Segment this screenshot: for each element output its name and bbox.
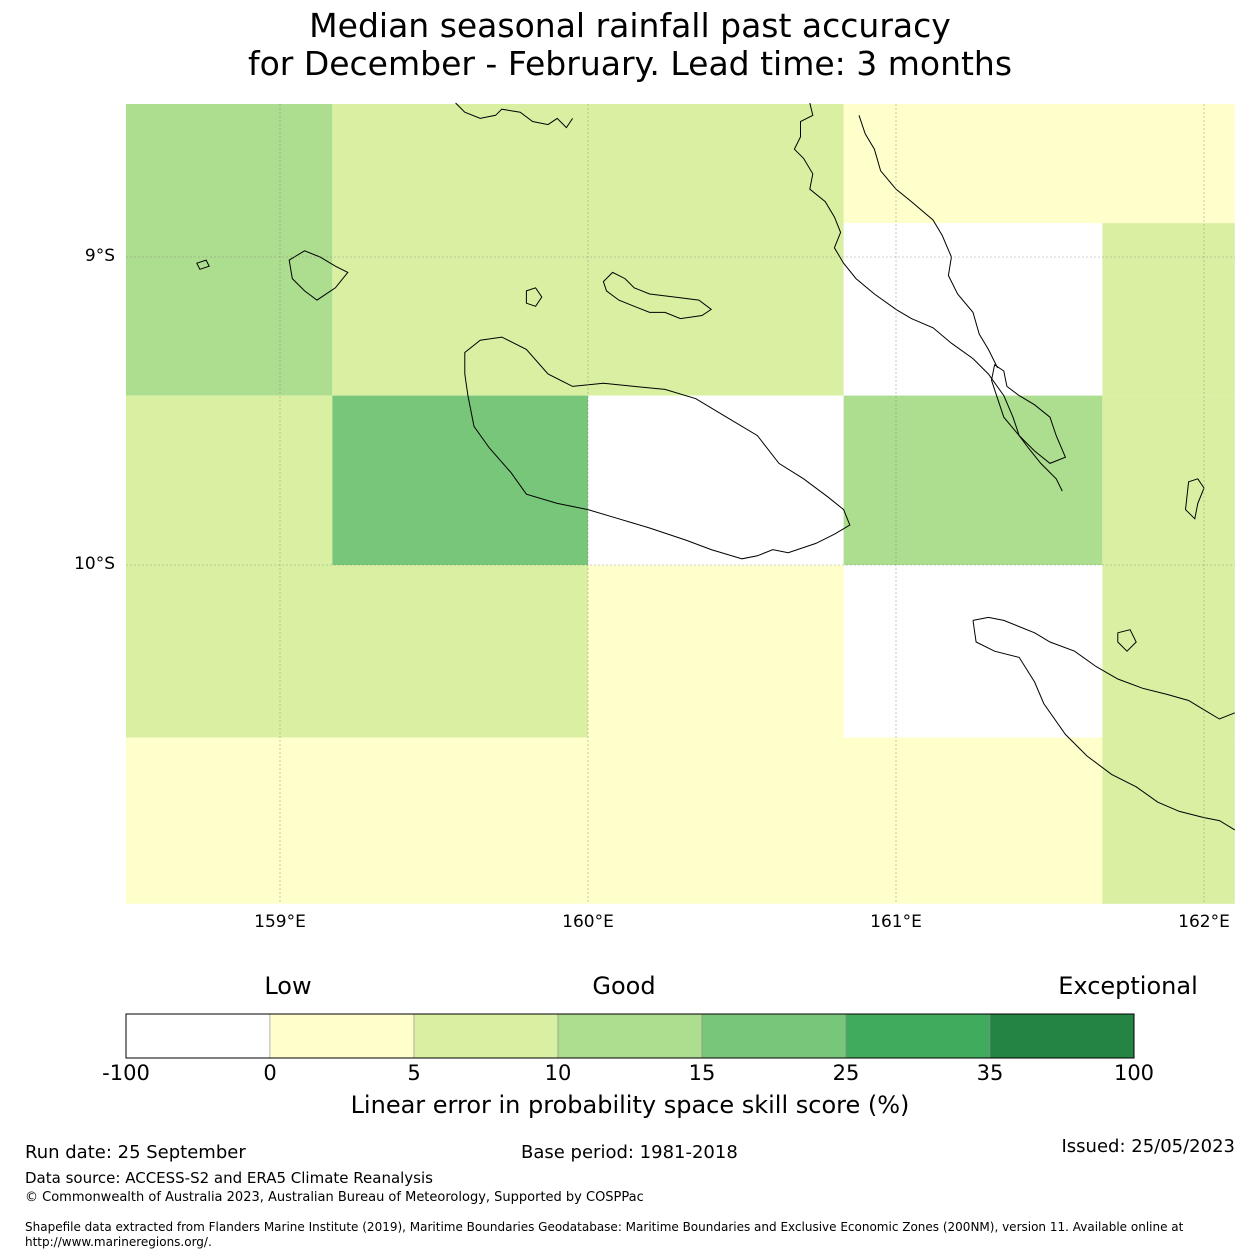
colorbar-category-good: Good bbox=[592, 972, 656, 1000]
coastline-malaita-south-isle bbox=[1184, 478, 1205, 520]
issued-date: Issued: 25/05/2023 bbox=[1061, 1136, 1235, 1157]
coastline-isabel-main bbox=[793, 102, 1063, 492]
colorbar-frame bbox=[125, 1013, 1135, 1059]
coastline-ugi-island bbox=[1117, 629, 1137, 652]
colorbar-bin-3 bbox=[557, 1013, 703, 1059]
lon-tick-label: 159°E bbox=[254, 912, 306, 932]
colorbar-tick-label: -100 bbox=[102, 1061, 150, 1085]
colorbar-bin-2 bbox=[413, 1013, 559, 1059]
coastline-russell-islands bbox=[288, 250, 349, 301]
colorbar-bin-4 bbox=[701, 1013, 847, 1059]
colorbar-tick-label: 15 bbox=[688, 1061, 716, 1085]
grid-cell-9 bbox=[1102, 395, 1235, 565]
colorbar-category-low: Low bbox=[264, 972, 312, 1000]
graticule bbox=[126, 104, 1235, 904]
colorbar-tick-label: 10 bbox=[544, 1061, 572, 1085]
grid-cell-12 bbox=[843, 565, 1103, 738]
chart-title-line2: for December - February. Lead time: 3 mo… bbox=[247, 44, 1013, 83]
colorbar-caption: Linear error in probability space skill … bbox=[350, 1091, 910, 1119]
grid-cell-7 bbox=[588, 395, 844, 565]
colorbar-tick-label: 35 bbox=[976, 1061, 1004, 1085]
colorbar-tick-label: 100 bbox=[1113, 1061, 1155, 1085]
lon-tick-label: 162°E bbox=[1178, 912, 1230, 932]
grid-cell-2 bbox=[843, 104, 1235, 224]
colorbar-bin-0 bbox=[125, 1013, 271, 1059]
lat-tick-label: 10°S bbox=[74, 554, 115, 574]
grid-cell-3 bbox=[843, 223, 1103, 396]
coastline-makira-south bbox=[972, 620, 1236, 831]
grid-cell-11 bbox=[588, 565, 844, 738]
grid-cell-6 bbox=[332, 395, 588, 565]
data-source: Data source: ACCESS-S2 and ERA5 Climate … bbox=[25, 1169, 433, 1187]
grid-cell-14 bbox=[126, 737, 1103, 904]
lon-tick-label: 161°E bbox=[870, 912, 922, 932]
coastline-small-islet-west bbox=[196, 259, 210, 270]
copyright: © Commonwealth of Australia 2023, Austra… bbox=[25, 1190, 644, 1205]
lon-tick-label: 160°E bbox=[562, 912, 614, 932]
coastline-nggela-island bbox=[602, 271, 713, 320]
grid-cell-15 bbox=[1102, 737, 1235, 904]
shapefile-credit: Shapefile data extracted from Flanders M… bbox=[25, 1220, 1184, 1249]
coastline-isabel-coast bbox=[455, 102, 574, 129]
colorbar bbox=[125, 1013, 1135, 1059]
grid-cell-8 bbox=[843, 395, 1103, 565]
coastline-makira-island bbox=[972, 616, 1235, 720]
run-date: Run date: 25 September bbox=[25, 1142, 246, 1163]
coastlines bbox=[196, 102, 1236, 831]
grid-cell-13 bbox=[1102, 565, 1235, 738]
coastline-malaita-small bbox=[990, 363, 1067, 464]
base-period: Base period: 1981-2018 bbox=[521, 1142, 738, 1163]
coastline-guadalcanal bbox=[464, 336, 851, 560]
colorbar-bin-1 bbox=[269, 1013, 415, 1059]
coastline-savo-island bbox=[525, 287, 543, 307]
colorbar-tick-label: 25 bbox=[832, 1061, 860, 1085]
colorbar-bin-5 bbox=[845, 1013, 991, 1059]
colorbar-tick-label: 0 bbox=[263, 1061, 277, 1085]
colorbar-bin-6 bbox=[989, 1013, 1135, 1059]
coastline-isabel-east bbox=[858, 115, 999, 369]
chart-title-line1: Median seasonal rainfall past accuracy bbox=[309, 6, 951, 45]
colorbar-category-exceptional: Exceptional bbox=[1058, 972, 1198, 1000]
grid-cell-5 bbox=[126, 395, 333, 565]
grid-cell-0 bbox=[126, 104, 333, 396]
grid-cell-10 bbox=[126, 565, 588, 738]
lat-tick-label: 9°S bbox=[84, 246, 115, 266]
colorbar-tick-label: 5 bbox=[407, 1061, 421, 1085]
grid-cell-4 bbox=[1102, 223, 1235, 396]
grid-cells bbox=[126, 104, 1235, 904]
